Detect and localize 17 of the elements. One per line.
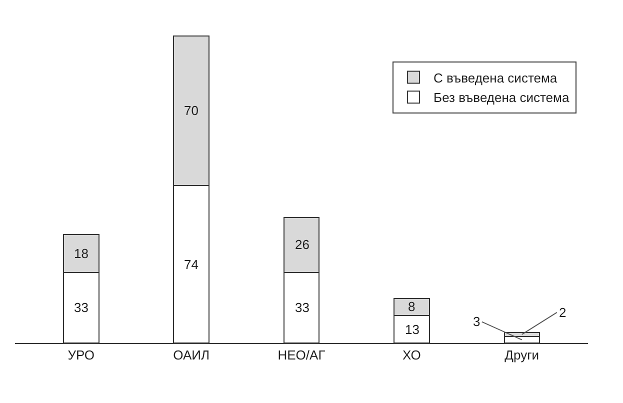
data-label: 33 [295, 300, 310, 315]
x-tick-label: ОАИЛ [173, 348, 210, 363]
data-label: 33 [74, 300, 88, 315]
data-label: 3 [473, 314, 480, 329]
data-label: 13 [405, 322, 420, 337]
x-tick-label: УРО [68, 348, 95, 363]
x-tick-label: НЕО/АГ [278, 348, 326, 363]
data-label: 74 [184, 257, 198, 272]
x-tick-label: Други [504, 348, 540, 363]
data-label: 70 [184, 103, 198, 118]
data-label: 2 [559, 305, 566, 320]
x-tick-label: ХО [402, 348, 421, 363]
data-label: 8 [408, 299, 416, 314]
data-label: 18 [74, 246, 88, 261]
legend-label: Без въведена система [434, 90, 570, 106]
data-label: 26 [295, 237, 310, 252]
legend-label: С въведена система [434, 70, 558, 86]
